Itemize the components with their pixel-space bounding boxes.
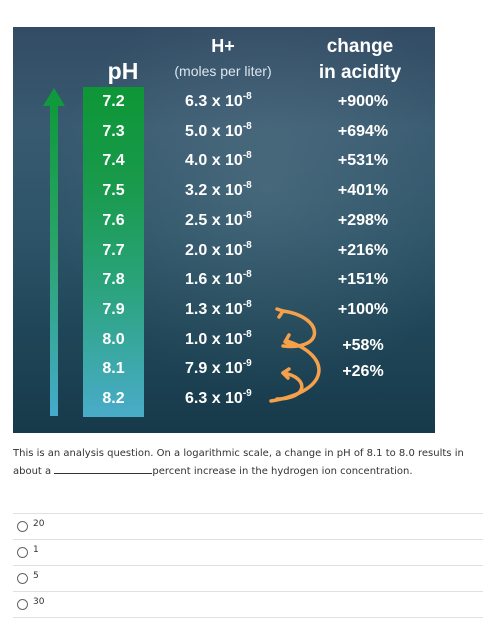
h-concentration-base: 7.9 x 10 [185, 360, 243, 378]
acidity-change: +298% [337, 211, 389, 229]
h-concentration-exponent: -8 [242, 120, 252, 132]
ph-acidity-figure: pH H+ (moles per liter) change in acidit… [13, 27, 435, 433]
acidity-change: +401% [337, 182, 389, 200]
table-row: 8.2 6.3 x 10-9 [13, 384, 435, 414]
h-concentration-exponent: -9 [242, 388, 252, 399]
h-plus-header: H+ [211, 36, 235, 56]
h-concentration: 2.0 x 10-8 [185, 236, 252, 266]
acidity-arrow-shaft [50, 104, 58, 416]
acidity-change: +26% [342, 363, 384, 381]
h-concentration: 2.5 x 10-8 [185, 206, 252, 236]
table-row: 7.2 6.3 x 10-8 +900% [13, 87, 435, 117]
acidity-change: +100% [337, 300, 389, 318]
question-text-after: percent increase in the hydrogen ion con… [152, 466, 413, 477]
h-concentration-base: 2.5 x 10 [185, 211, 243, 229]
h-concentration-exponent: -8 [242, 91, 252, 102]
h-concentration: 1.6 x 10-8 [185, 265, 252, 295]
h-concentration-exponent: -8 [242, 328, 252, 340]
ph-value: 7.7 [102, 241, 125, 259]
h-concentration: 1.3 x 10-8 [185, 295, 252, 325]
h-concentration-base: 2.0 x 10 [185, 241, 243, 259]
table-row: 7.5 3.2 x 10-8 +401% [13, 176, 435, 206]
option-label: 20 [33, 519, 45, 529]
ph-value: 7.2 [102, 93, 125, 110]
h-concentration-exponent: -8 [242, 239, 252, 251]
radio-button[interactable] [17, 521, 28, 532]
h-concentration: 6.3 x 10-8 [185, 87, 252, 117]
option-row[interactable]: 30 [13, 591, 483, 618]
h-concentration-base: 6.3 x 10 [185, 93, 243, 110]
ph-value: 7.4 [102, 152, 125, 170]
h-concentration: 5.0 x 10-8 [185, 117, 252, 147]
acidity-change: +58% [342, 336, 384, 354]
acidity-change: +694% [337, 122, 389, 140]
option-row[interactable]: 1 [13, 539, 483, 565]
ph-value: 8.2 [102, 390, 125, 407]
radio-button[interactable] [17, 599, 28, 610]
option-label: 1 [33, 545, 39, 555]
ph-value: 7.3 [102, 122, 125, 140]
ph-value: 7.9 [102, 300, 125, 318]
h-concentration-base: 4.0 x 10 [185, 152, 243, 170]
ph-gradient-column [83, 87, 144, 417]
acidity-change: +216% [337, 241, 389, 259]
answer-options: 20 1 5 30 [13, 513, 483, 618]
ph-value: 7.5 [102, 182, 125, 200]
table-row: 7.9 1.3 x 10-8 +100% [13, 295, 435, 325]
h-plus-subheader: (moles per liter) [174, 63, 272, 79]
change-header-line2: in acidity [318, 62, 402, 83]
radio-button[interactable] [17, 573, 28, 584]
acidity-arrow-head-icon [43, 88, 65, 106]
question-text-before: This is an analysis question. On a logar… [13, 448, 464, 477]
answer-blank [54, 462, 153, 474]
question-text: This is an analysis question. On a logar… [13, 446, 483, 480]
ph-value: 8.0 [102, 330, 125, 348]
acidity-change: +531% [337, 152, 389, 170]
h-concentration-base: 1.3 x 10 [185, 300, 243, 318]
curved-arrows-icon [269, 307, 321, 403]
table-row: 7.3 5.0 x 10-8 +694% [13, 117, 435, 147]
table-row: 7.7 2.0 x 10-8 +216% [13, 236, 435, 266]
h-concentration-base: 3.2 x 10 [185, 182, 243, 200]
h-concentration-exponent: -9 [242, 358, 252, 370]
acidity-change: +900% [337, 93, 389, 110]
h-concentration-base: 5.0 x 10 [185, 122, 243, 140]
h-concentration: 3.2 x 10-8 [185, 176, 252, 206]
table-row: 7.8 1.6 x 10-8 +151% [13, 265, 435, 295]
h-concentration-exponent: -8 [242, 150, 252, 162]
h-concentration-exponent: -8 [242, 298, 252, 310]
option-row[interactable]: 5 [13, 565, 483, 591]
table-row: 8.0 1.0 x 10-8 +58% [13, 325, 435, 355]
option-row[interactable]: 20 [13, 513, 483, 539]
h-concentration: 7.9 x 10-9 [185, 354, 252, 384]
change-header-line1: change [326, 36, 394, 57]
h-concentration: 1.0 x 10-8 [185, 325, 252, 355]
h-concentration: 6.3 x 10-9 [185, 384, 252, 414]
table-row: 7.4 4.0 x 10-8 +531% [13, 146, 435, 176]
table-row: 7.6 2.5 x 10-8 +298% [13, 206, 435, 236]
h-concentration-base: 1.0 x 10 [185, 330, 243, 348]
h-concentration-exponent: -8 [242, 269, 252, 281]
h-concentration-exponent: -8 [242, 180, 252, 192]
option-label: 30 [33, 597, 45, 607]
h-concentration-base: 6.3 x 10 [185, 390, 243, 407]
radio-button[interactable] [17, 547, 28, 558]
h-concentration: 4.0 x 10-8 [185, 146, 252, 176]
ph-header: pH [107, 58, 139, 84]
option-label: 5 [33, 571, 39, 581]
ph-value: 7.8 [102, 271, 125, 289]
table-row: 8.1 7.9 x 10-9 +26% [13, 354, 435, 384]
ph-value: 7.6 [102, 211, 125, 229]
h-concentration-exponent: -8 [242, 209, 252, 221]
acidity-change: +151% [337, 271, 389, 289]
ph-value: 8.1 [102, 360, 125, 378]
h-concentration-base: 1.6 x 10 [185, 271, 243, 289]
